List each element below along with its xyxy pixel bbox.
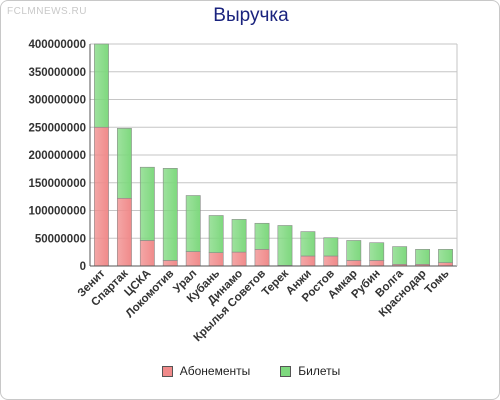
bar-1-11 bbox=[346, 240, 362, 261]
legend-swatch-tickets bbox=[280, 365, 292, 377]
chart-legend: Абонементы Билеты bbox=[1, 364, 499, 378]
bar-0-9 bbox=[300, 255, 316, 267]
bar-0-1 bbox=[116, 197, 132, 267]
y-tick-label-6: 300000000 bbox=[28, 95, 86, 107]
bar-0-11 bbox=[346, 260, 362, 267]
bar-1-13 bbox=[392, 246, 408, 265]
bar-1-1 bbox=[116, 128, 132, 199]
y-tick-label-0: 0 bbox=[80, 261, 86, 273]
bar-1-3 bbox=[162, 168, 178, 261]
bar-1-6 bbox=[231, 219, 247, 253]
bar-1-9 bbox=[300, 231, 316, 257]
y-tick-label-3: 150000000 bbox=[28, 178, 86, 190]
y-tick-label-1: 50000000 bbox=[35, 233, 86, 245]
bar-1-2 bbox=[139, 166, 155, 241]
bar-1-4 bbox=[185, 195, 201, 252]
bar-0-6 bbox=[231, 251, 247, 267]
bar-0-3 bbox=[162, 260, 178, 267]
watermark: FCLMNEWS.RU bbox=[7, 6, 87, 17]
bar-1-7 bbox=[254, 222, 270, 250]
bar-1-15 bbox=[438, 249, 453, 263]
bar-0-5 bbox=[208, 252, 224, 267]
legend-label-tickets: Билеты bbox=[298, 364, 341, 378]
bar-0-4 bbox=[185, 251, 201, 267]
chart-title: Выручка bbox=[213, 5, 289, 26]
y-tick-label-8: 400000000 bbox=[28, 39, 86, 51]
legend-swatch-subscriptions bbox=[161, 365, 173, 377]
legend-item-tickets: Билеты bbox=[280, 364, 340, 378]
bar-0-10 bbox=[323, 255, 339, 267]
bar-1-5 bbox=[208, 215, 224, 253]
bar-1-14 bbox=[415, 249, 431, 265]
x-tick-label-15: Томь bbox=[423, 268, 452, 297]
bar-0-7 bbox=[254, 249, 270, 267]
bar-1-8 bbox=[277, 225, 293, 266]
bar-0-12 bbox=[369, 260, 385, 267]
legend-item-subscriptions: Абонементы bbox=[161, 364, 251, 378]
bar-1-0 bbox=[94, 43, 109, 128]
y-tick-label-2: 100000000 bbox=[28, 206, 86, 218]
bar-0-0 bbox=[94, 126, 109, 267]
bar-1-12 bbox=[369, 242, 385, 261]
bar-0-2 bbox=[139, 240, 155, 267]
bar-1-10 bbox=[323, 237, 339, 257]
legend-label-subscriptions: Абонементы bbox=[179, 364, 251, 378]
y-tick-label-5: 250000000 bbox=[28, 122, 86, 134]
y-tick-label-7: 350000000 bbox=[28, 67, 86, 79]
x-tick-label-8: Терек bbox=[260, 267, 291, 298]
y-tick-label-4: 200000000 bbox=[28, 150, 86, 162]
